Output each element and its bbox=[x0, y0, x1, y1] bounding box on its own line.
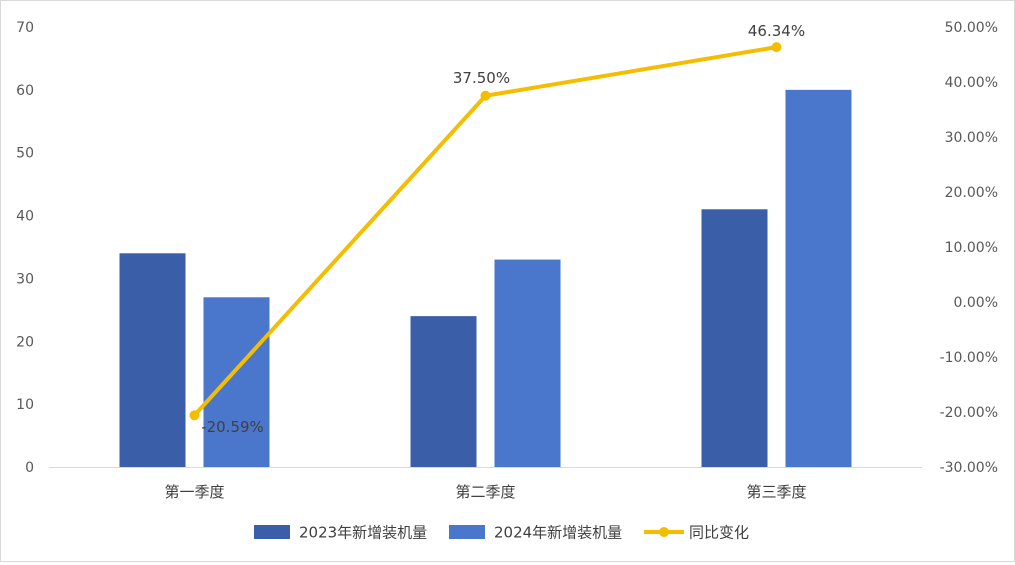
y-axis-left-ticks: 0 10 20 30 40 50 60 70 bbox=[16, 20, 34, 476]
y-right-tick-label: -30.00% bbox=[940, 460, 998, 476]
y-right-tick-label: 50.00% bbox=[945, 20, 998, 36]
yoy-line-group: -20.59% 37.50% 46.34% bbox=[189, 22, 805, 436]
y-left-tick-label: 30 bbox=[16, 271, 34, 287]
yoy-point-q1 bbox=[189, 410, 200, 421]
bars-group bbox=[119, 89, 852, 468]
bar-2023-q2 bbox=[410, 316, 477, 467]
y-right-tick-label: 30.00% bbox=[945, 130, 998, 146]
y-left-tick-label: 10 bbox=[16, 397, 34, 413]
bar-2023-q3 bbox=[701, 209, 768, 468]
legend-swatch-yoy-marker bbox=[659, 527, 669, 537]
legend-label: 同比变化 bbox=[689, 524, 749, 542]
y-left-tick-label: 70 bbox=[16, 20, 34, 36]
y-right-tick-label: 0.00% bbox=[954, 295, 998, 311]
x-axis-category-labels: 第一季度 第二季度 第三季度 bbox=[164, 483, 806, 501]
y-right-tick-label: 10.00% bbox=[945, 240, 998, 256]
bar-2024-q2 bbox=[494, 259, 561, 467]
legend-swatch-2023 bbox=[254, 525, 290, 539]
y-right-tick-label: 40.00% bbox=[945, 75, 998, 91]
y-left-tick-label: 0 bbox=[25, 460, 34, 476]
legend-label: 2024年新增装机量 bbox=[494, 524, 622, 542]
legend: 2023年新增装机量 2024年新增装机量 同比变化 bbox=[254, 524, 749, 542]
yoy-point-q3 bbox=[771, 42, 782, 53]
yoy-point-q2 bbox=[480, 90, 491, 101]
x-category-label: 第一季度 bbox=[164, 483, 224, 501]
y-left-tick-label: 50 bbox=[16, 146, 34, 162]
x-category-label: 第二季度 bbox=[455, 483, 515, 501]
legend-swatch-2024 bbox=[449, 525, 485, 539]
yoy-data-label: -20.59% bbox=[201, 418, 264, 436]
y-right-tick-label: -10.00% bbox=[940, 350, 998, 366]
bar-2024-q3 bbox=[785, 89, 852, 467]
y-right-tick-label: 20.00% bbox=[945, 185, 998, 201]
yoy-line bbox=[193, 45, 777, 417]
y-axis-right-ticks: -30.00% -20.00% -10.00% 0.00% 10.00% 20.00% 30… bbox=[940, 20, 998, 476]
y-right-tick-label: -20.00% bbox=[940, 405, 998, 421]
bar-2023-q1 bbox=[119, 253, 186, 467]
yoy-data-label: 37.50% bbox=[453, 69, 510, 87]
y-left-tick-label: 40 bbox=[16, 209, 34, 225]
bar-2024-q1 bbox=[203, 297, 270, 467]
legend-label: 2023年新增装机量 bbox=[299, 524, 427, 542]
x-category-label: 第三季度 bbox=[746, 483, 806, 501]
y-left-tick-label: 20 bbox=[16, 334, 34, 350]
y-left-tick-label: 60 bbox=[16, 83, 34, 99]
yoy-data-label: 46.34% bbox=[748, 22, 805, 40]
